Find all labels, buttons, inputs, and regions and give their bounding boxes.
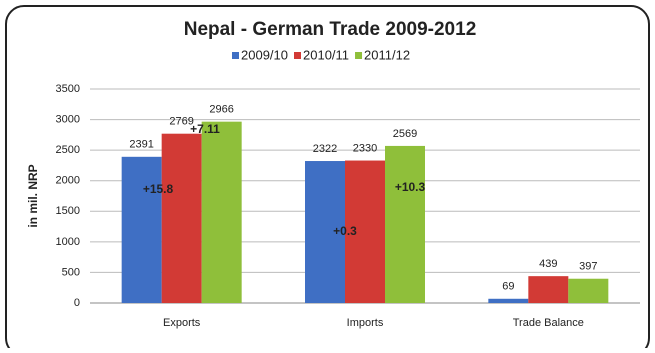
y-tick-label: 2500 [56, 144, 80, 156]
data-label: 439 [539, 258, 557, 270]
y-tick-label: 2000 [56, 175, 80, 187]
y-axis-label: in mil. NRP [26, 164, 40, 227]
y-tick-label: 3000 [56, 113, 80, 125]
bar [121, 156, 162, 303]
bar [201, 121, 242, 303]
data-label: 397 [579, 261, 597, 273]
legend-label: 2010/11 [303, 47, 349, 62]
bar [528, 276, 569, 303]
data-label: 2330 [353, 142, 377, 154]
legend-label: 2009/10 [241, 47, 288, 62]
y-tick-label: 1500 [56, 205, 80, 217]
data-label: 2569 [393, 128, 417, 140]
data-label: 69 [502, 281, 514, 293]
data-label: 2966 [209, 104, 233, 116]
annotation: +15.8 [143, 182, 174, 196]
y-tick-label: 0 [74, 297, 80, 309]
x-tick-label: Trade Balance [513, 317, 584, 329]
chart-title: Nepal - German Trade 2009-2012 [184, 19, 477, 40]
legend-swatch [355, 52, 363, 59]
annotation: +10.3 [395, 180, 426, 194]
y-tick-label: 1000 [56, 236, 80, 248]
annotation: +0.3 [333, 224, 357, 238]
x-tick-label: Imports [347, 317, 384, 329]
legend-swatch [232, 52, 239, 59]
data-label: 2322 [313, 143, 337, 155]
data-label: 2769 [169, 116, 193, 128]
bar [345, 160, 385, 303]
y-tick-label: 500 [62, 266, 80, 278]
bar [568, 278, 609, 303]
y-tick-label: 3500 [56, 83, 80, 95]
legend-label: 2011/12 [364, 47, 410, 62]
data-label: 2391 [129, 139, 153, 151]
annotation: +7.11 [190, 122, 220, 136]
legend-swatch [294, 52, 301, 59]
bar [385, 145, 425, 303]
bar [305, 161, 345, 303]
x-tick-label: Exports [163, 317, 201, 329]
bar [161, 133, 202, 303]
bar [488, 298, 529, 303]
